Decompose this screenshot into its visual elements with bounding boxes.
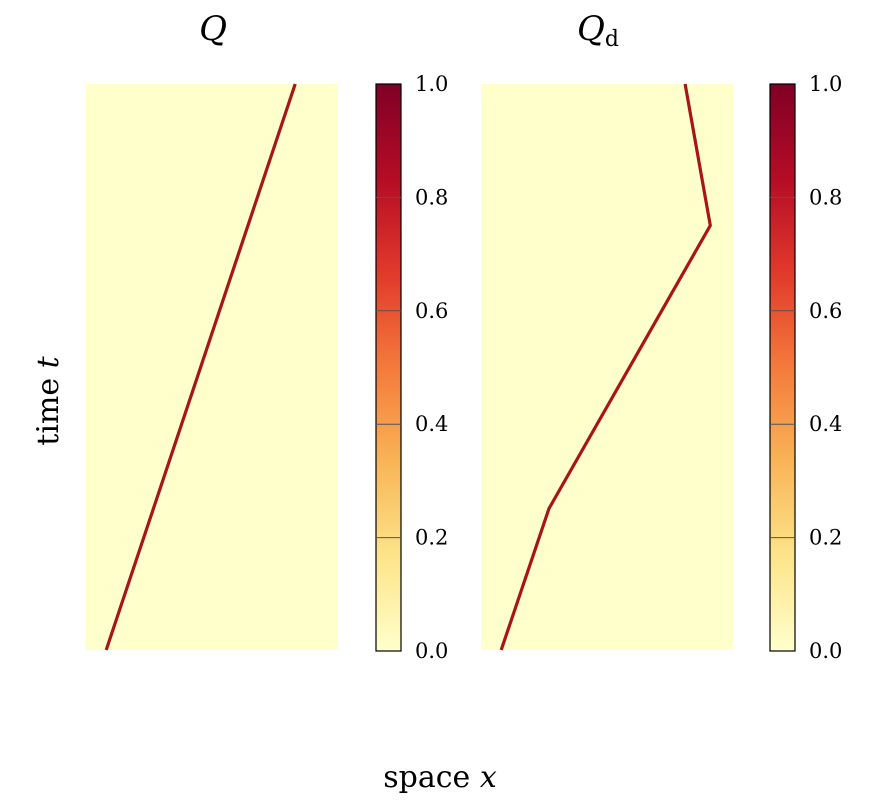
colorbar-tick-label: 0.8 <box>809 185 842 209</box>
colorbar-tick-label: 0.2 <box>809 526 842 550</box>
panel-q: Q 0.0 0.2 0.4 0.6 0.8 1.0 <box>86 9 448 663</box>
front-line-qd <box>499 83 712 651</box>
x-axis-label: space x <box>383 760 497 795</box>
colorbar-fill-qd <box>769 83 796 652</box>
panel-qd: Qd 0.0 0.2 0.4 0.6 0.8 1.0 <box>481 9 842 663</box>
colorbar-fill-q <box>375 83 402 652</box>
colorbar-tick-label: 0.6 <box>415 299 448 323</box>
y-axis-label: time t <box>31 355 66 445</box>
colorbar-tick-label: 1.0 <box>415 72 448 96</box>
heatmap-q <box>86 84 338 650</box>
front-line-q <box>104 83 297 651</box>
colorbar-tick-label: 0.6 <box>809 299 842 323</box>
colorbar-tick-label: 0.0 <box>415 639 448 663</box>
colorbar-tick-label: 1.0 <box>809 72 842 96</box>
colorbar-tick-label: 0.0 <box>809 639 842 663</box>
colorbar-tick-label: 0.8 <box>415 185 448 209</box>
panel-title-q: Q <box>199 9 227 49</box>
heatmap-qd <box>481 84 733 650</box>
colorbar-tick-label: 0.4 <box>415 412 448 436</box>
colorbar-tick-label: 0.2 <box>415 526 448 550</box>
colorbar-qd: 0.0 0.2 0.4 0.6 0.8 1.0 <box>769 72 842 663</box>
panel-title-qd: Qd <box>577 9 619 52</box>
colorbar-q: 0.0 0.2 0.4 0.6 0.8 1.0 <box>375 72 448 663</box>
colorbar-tick-label: 0.4 <box>809 412 842 436</box>
